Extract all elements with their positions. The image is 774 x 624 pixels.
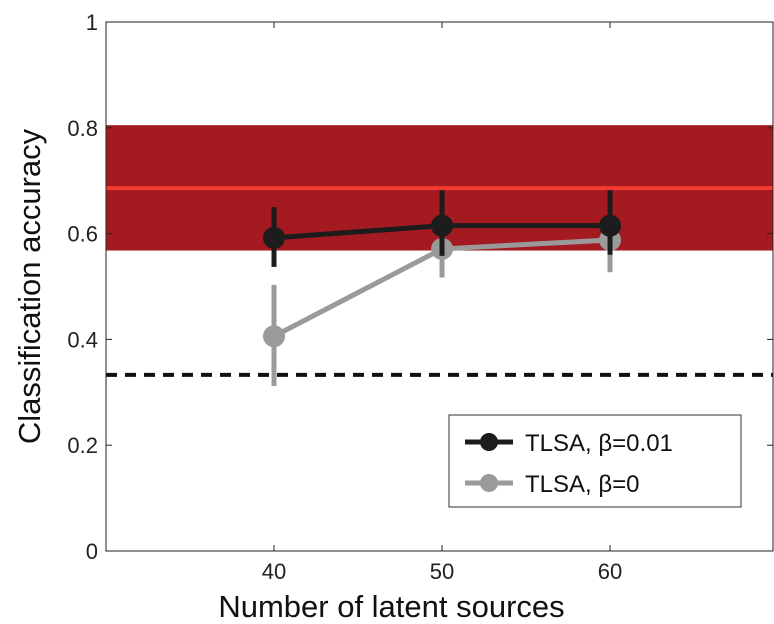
legend-label: TLSA, β=0: [525, 471, 640, 498]
y-tick-label: 0: [86, 539, 98, 564]
data-point: [599, 214, 622, 237]
ticks-layer: 0 0.2 0.4 0.6 0.8 1 40 50 60: [67, 10, 773, 584]
y-tick-label: 0.6: [67, 222, 98, 247]
x-tick-label: 50: [430, 559, 454, 584]
y-tick-label: 0.4: [67, 327, 98, 352]
legend-box: [448, 414, 742, 508]
series-tlsa-beta-0-01: [263, 190, 622, 267]
y-tick-label: 1: [86, 10, 98, 35]
plot-frame: [105, 21, 774, 552]
x-tick-label: 60: [598, 559, 622, 584]
data-point: [431, 214, 454, 237]
legend-label: TLSA, β=0.01: [525, 430, 673, 457]
legend: TLSA, β=0.01 TLSA, β=0: [448, 414, 742, 508]
y-tick-label: 0.2: [67, 433, 98, 458]
series-layer: [263, 190, 622, 386]
x-tick-label: 40: [262, 559, 286, 584]
data-point: [263, 325, 286, 348]
y-tick-label: 0.8: [67, 116, 98, 141]
x-axis-label: Number of latent sources: [218, 589, 564, 624]
legend-marker: [480, 474, 498, 492]
y-axis-label: Classification accuracy: [12, 128, 47, 444]
data-point: [263, 226, 286, 249]
legend-marker: [480, 433, 498, 451]
